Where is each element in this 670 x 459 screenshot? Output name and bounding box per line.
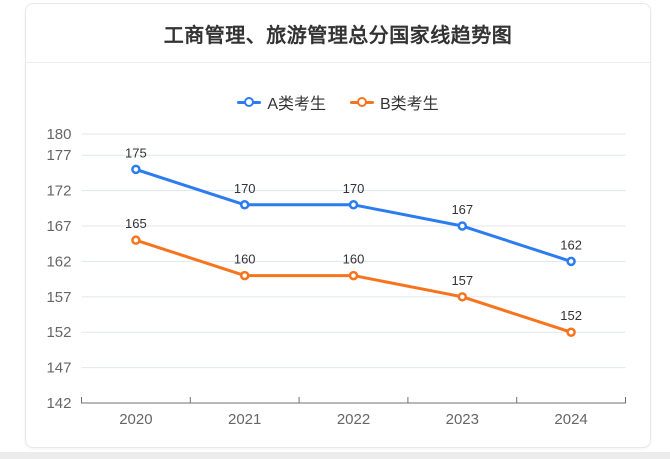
y-axis-label: 167: [46, 218, 71, 235]
legend-label: A类考生: [267, 96, 326, 113]
y-axis-label: 157: [46, 289, 71, 306]
data-point-label: 157: [451, 273, 473, 288]
chart-card: 工商管理、旅游管理总分国家线趋势图 A类考生 B类考生: [25, 3, 651, 448]
data-point-label: 160: [343, 252, 365, 267]
legend-item-b[interactable]: B类考生: [350, 90, 439, 114]
data-point[interactable]: [239, 270, 250, 281]
data-point[interactable]: [131, 235, 141, 245]
data-point-label: 160: [234, 252, 256, 267]
data-point[interactable]: [348, 270, 359, 281]
y-axis-label: 180: [46, 126, 71, 143]
legend-line-icon: [237, 97, 262, 107]
chart-header: 工商管理、旅游管理总分国家线趋势图: [26, 4, 650, 63]
x-axis-label: 2021: [228, 411, 261, 428]
y-axis-label: 147: [46, 360, 71, 377]
data-point-label: 167: [451, 202, 473, 217]
y-axis-label: 177: [46, 147, 71, 164]
y-axis-label: 142: [46, 395, 71, 412]
data-point-label: 165: [125, 216, 147, 231]
page-background-strip: [0, 452, 670, 459]
data-point-label: 175: [125, 145, 147, 160]
data-point[interactable]: [348, 200, 359, 210]
data-point[interactable]: [131, 164, 141, 175]
x-axis-label: 2020: [119, 411, 152, 428]
data-point[interactable]: [566, 327, 576, 337]
legend: A类考生 B类考生: [26, 90, 650, 114]
y-axis-label: 172: [46, 183, 71, 200]
data-point-label: 152: [560, 308, 582, 323]
legend-item-a[interactable]: A类考生: [237, 90, 326, 114]
y-axis-label: 162: [46, 253, 71, 270]
legend-circle-icon: [244, 97, 255, 107]
data-point[interactable]: [457, 221, 468, 231]
legend-line-icon: [350, 97, 374, 107]
legend-label: B类考生: [380, 96, 439, 113]
y-axis-label: 152: [46, 324, 71, 341]
data-point[interactable]: [457, 292, 468, 302]
data-point[interactable]: [566, 256, 576, 267]
legend-circle-icon: [357, 97, 367, 107]
x-axis-label: 2022: [337, 411, 370, 428]
data-point-label: 170: [234, 181, 256, 196]
x-axis-label: 2024: [554, 411, 587, 428]
data-point-label: 162: [560, 237, 582, 252]
x-axis-label: 2023: [446, 411, 479, 428]
chart-title: 工商管理、旅游管理总分国家线趋势图: [163, 24, 513, 47]
data-point-label: 170: [343, 181, 365, 196]
data-point[interactable]: [239, 200, 250, 210]
